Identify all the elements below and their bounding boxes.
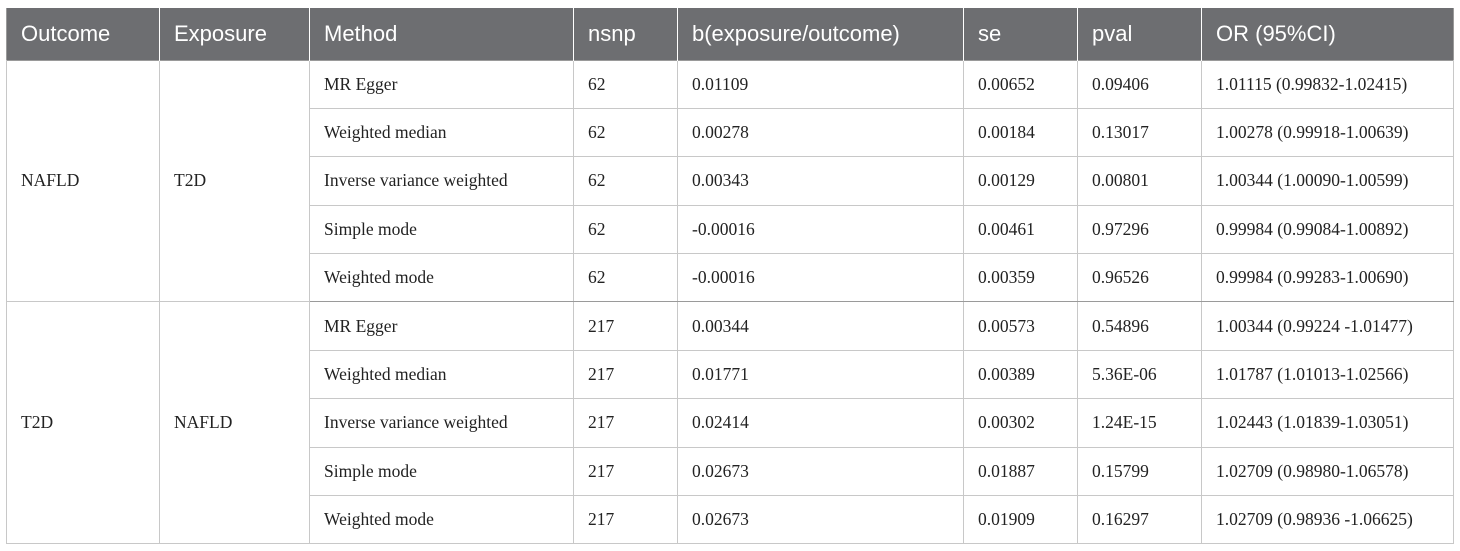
se-cell: 0.00129 — [963, 156, 1078, 206]
method-cell: Weighted median — [309, 349, 574, 400]
header-nsnp: nsnp — [573, 8, 678, 60]
or-cell: 1.01787 (1.01013-1.02566) — [1201, 349, 1454, 400]
nsnp-cell: 62 — [573, 253, 678, 303]
pval-cell: 1.24E-15 — [1077, 398, 1202, 448]
or-cell: 0.99984 (0.99283-1.00690) — [1201, 253, 1454, 303]
table-row: Inverse variance weighted 62 0.00343 0.0… — [7, 156, 1454, 206]
table-row: Weighted median 62 0.00278 0.00184 0.130… — [7, 107, 1454, 158]
pval-cell: 0.16297 — [1077, 495, 1202, 545]
pval-cell: 0.15799 — [1077, 446, 1202, 497]
nsnp-cell: 62 — [573, 59, 678, 109]
header-method: Method — [309, 8, 574, 60]
nsnp-cell: 217 — [573, 446, 678, 497]
table-row: T2D NAFLD MR Egger 217 0.00344 0.00573 0… — [6, 301, 1454, 545]
pval-cell: 0.00801 — [1077, 156, 1202, 206]
table-row: Inverse variance weighted 217 0.02414 0.… — [7, 398, 1454, 448]
nsnp-cell: 62 — [573, 156, 678, 206]
pval-cell: 0.09406 — [1077, 59, 1202, 109]
b-cell: 0.01771 — [677, 349, 964, 400]
se-cell: 0.01909 — [963, 495, 1078, 545]
method-cell: Inverse variance weighted — [309, 398, 574, 448]
method-cell: MR Egger — [309, 59, 574, 109]
b-cell: 0.01109 — [677, 59, 964, 109]
b-cell: -0.00016 — [677, 204, 964, 255]
method-cell: Inverse variance weighted — [309, 156, 574, 206]
b-cell: 0.00343 — [677, 156, 964, 206]
pval-cell: 0.13017 — [1077, 107, 1202, 158]
se-cell: 0.01887 — [963, 446, 1078, 497]
pval-cell: 0.97296 — [1077, 204, 1202, 255]
header-exposure: Exposure — [159, 8, 310, 60]
header-se: se — [963, 8, 1078, 60]
nsnp-cell: 217 — [573, 495, 678, 545]
se-cell: 0.00389 — [963, 349, 1078, 400]
or-cell: 1.02709 (0.98980-1.06578) — [1201, 446, 1454, 497]
results-table: Outcome Exposure Method nsnp b(exposure/… — [6, 8, 1454, 545]
table-row: Weighted mode 217 0.02673 0.01909 0.1629… — [7, 495, 1454, 545]
or-cell: 1.02443 (1.01839-1.03051) — [1201, 398, 1454, 448]
pval-cell: 0.96526 — [1077, 253, 1202, 303]
se-cell: 0.00302 — [963, 398, 1078, 448]
table-row: Weighted median 217 0.01771 0.00389 5.36… — [7, 349, 1454, 400]
b-cell: 0.02673 — [677, 495, 964, 545]
header-outcome: Outcome — [6, 8, 160, 60]
se-cell: 0.00359 — [963, 253, 1078, 303]
table-row: Weighted mode 62 -0.00016 0.00359 0.9652… — [7, 253, 1454, 303]
pval-cell: 0.54896 — [1077, 301, 1202, 351]
method-cell: Simple mode — [309, 204, 574, 255]
nsnp-cell: 217 — [573, 301, 678, 351]
exposure-cell: T2D — [159, 59, 310, 303]
se-cell: 0.00573 — [963, 301, 1078, 351]
or-cell: 1.00344 (1.00090-1.00599) — [1201, 156, 1454, 206]
b-cell: 0.02414 — [677, 398, 964, 448]
b-cell: 0.02673 — [677, 446, 964, 497]
or-cell: 1.00344 (0.99224 -1.01477) — [1201, 301, 1454, 351]
outcome-cell: T2D — [6, 301, 160, 545]
b-cell: -0.00016 — [677, 253, 964, 303]
method-cell: Weighted mode — [309, 495, 574, 545]
or-cell: 1.02709 (0.98936 -1.06625) — [1201, 495, 1454, 545]
method-cell: MR Egger — [309, 301, 574, 351]
se-cell: 0.00461 — [963, 204, 1078, 255]
se-cell: 0.00652 — [963, 59, 1078, 109]
pval-cell: 5.36E-06 — [1077, 349, 1202, 400]
header-or: OR (95%CI) — [1201, 8, 1454, 60]
b-cell: 0.00278 — [677, 107, 964, 158]
table-row: NAFLD T2D MR Egger 62 0.01109 0.00652 0.… — [6, 59, 1454, 303]
header-row: Outcome Exposure Method nsnp b(exposure/… — [6, 8, 1454, 60]
or-cell: 1.01115 (0.99832-1.02415) — [1201, 59, 1454, 109]
nsnp-cell: 217 — [573, 349, 678, 400]
nsnp-cell: 62 — [573, 204, 678, 255]
nsnp-cell: 217 — [573, 398, 678, 448]
b-cell: 0.00344 — [677, 301, 964, 351]
method-cell: Weighted median — [309, 107, 574, 158]
header-pval: pval — [1077, 8, 1202, 60]
outcome-cell: NAFLD — [6, 59, 160, 303]
method-cell: Weighted mode — [309, 253, 574, 303]
method-cell: Simple mode — [309, 446, 574, 497]
or-cell: 1.00278 (0.99918-1.00639) — [1201, 107, 1454, 158]
table-row: Simple mode 62 -0.00016 0.00461 0.97296 … — [7, 204, 1454, 255]
header-b: b(exposure/outcome) — [677, 8, 964, 60]
exposure-cell: NAFLD — [159, 301, 310, 545]
se-cell: 0.00184 — [963, 107, 1078, 158]
or-cell: 0.99984 (0.99084-1.00892) — [1201, 204, 1454, 255]
nsnp-cell: 62 — [573, 107, 678, 158]
